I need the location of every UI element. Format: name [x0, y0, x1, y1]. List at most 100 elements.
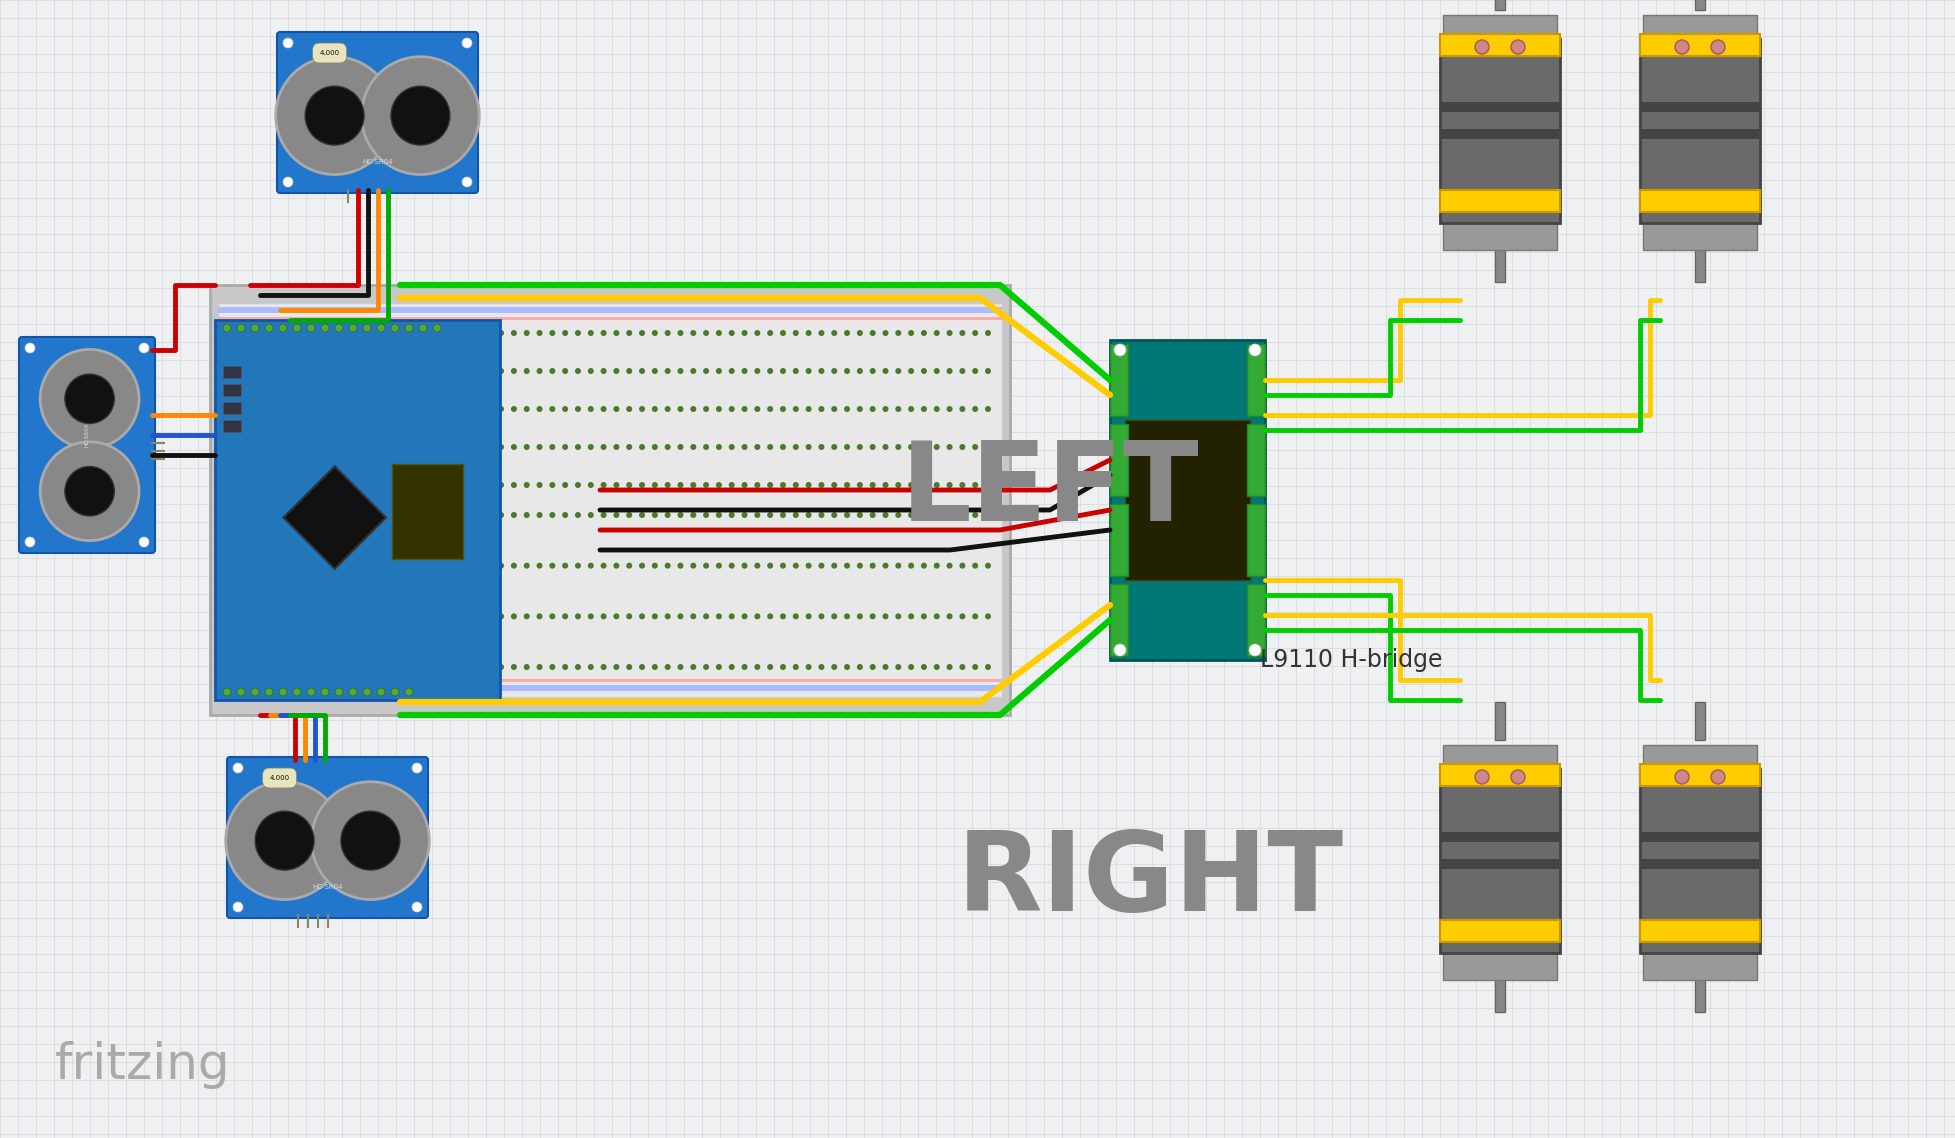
Circle shape: [305, 663, 311, 670]
Circle shape: [319, 613, 325, 619]
Circle shape: [895, 368, 901, 374]
Circle shape: [845, 444, 850, 450]
Circle shape: [870, 562, 876, 569]
Circle shape: [510, 444, 516, 450]
Circle shape: [741, 512, 747, 518]
Circle shape: [459, 663, 465, 670]
Circle shape: [780, 483, 786, 488]
Circle shape: [254, 562, 260, 569]
Circle shape: [242, 483, 248, 488]
Circle shape: [536, 663, 542, 670]
Circle shape: [418, 324, 426, 332]
Circle shape: [702, 512, 710, 518]
Circle shape: [780, 512, 786, 518]
Circle shape: [817, 613, 823, 619]
Circle shape: [805, 406, 811, 412]
Text: L9110 H-bridge: L9110 H-bridge: [1259, 648, 1441, 673]
Circle shape: [485, 483, 491, 488]
Circle shape: [716, 444, 721, 450]
Circle shape: [895, 613, 901, 619]
Circle shape: [702, 613, 710, 619]
Circle shape: [344, 444, 350, 450]
Circle shape: [330, 663, 338, 670]
Circle shape: [65, 374, 113, 423]
Circle shape: [268, 368, 274, 374]
Circle shape: [729, 512, 735, 518]
Circle shape: [369, 663, 375, 670]
Circle shape: [690, 483, 696, 488]
Circle shape: [549, 613, 555, 619]
Circle shape: [639, 512, 645, 518]
Circle shape: [639, 483, 645, 488]
Circle shape: [895, 444, 901, 450]
Circle shape: [358, 613, 364, 619]
Circle shape: [459, 483, 465, 488]
Circle shape: [702, 444, 710, 450]
Circle shape: [459, 444, 465, 450]
Circle shape: [305, 406, 311, 412]
Circle shape: [369, 330, 375, 336]
Circle shape: [65, 467, 113, 516]
Bar: [1108, 424, 1128, 496]
Circle shape: [223, 324, 231, 332]
Circle shape: [651, 512, 657, 518]
Circle shape: [845, 512, 850, 518]
Circle shape: [307, 324, 315, 332]
Circle shape: [358, 406, 364, 412]
Circle shape: [524, 613, 530, 619]
Circle shape: [972, 613, 978, 619]
Circle shape: [510, 368, 516, 374]
Circle shape: [364, 324, 371, 332]
Circle shape: [600, 406, 606, 412]
Circle shape: [369, 483, 375, 488]
Circle shape: [434, 406, 440, 412]
Circle shape: [831, 483, 837, 488]
Bar: [1443, 953, 1556, 980]
Circle shape: [409, 562, 414, 569]
Circle shape: [856, 368, 862, 374]
Circle shape: [237, 324, 244, 332]
Circle shape: [600, 663, 606, 670]
Circle shape: [524, 483, 530, 488]
Circle shape: [41, 349, 139, 448]
Circle shape: [334, 324, 342, 332]
Circle shape: [614, 512, 620, 518]
Circle shape: [446, 663, 454, 670]
Circle shape: [575, 368, 581, 374]
Circle shape: [766, 613, 772, 619]
Circle shape: [831, 444, 837, 450]
Circle shape: [665, 512, 671, 518]
Circle shape: [268, 613, 274, 619]
Circle shape: [293, 330, 299, 336]
Circle shape: [716, 483, 721, 488]
Circle shape: [755, 406, 760, 412]
Circle shape: [280, 613, 285, 619]
Circle shape: [485, 613, 491, 619]
Circle shape: [391, 688, 399, 696]
Circle shape: [921, 512, 927, 518]
Circle shape: [831, 562, 837, 569]
Bar: [217, 318, 1001, 320]
Circle shape: [766, 330, 772, 336]
Bar: [1638, 764, 1760, 786]
Circle shape: [755, 330, 760, 336]
Circle shape: [459, 406, 465, 412]
Circle shape: [358, 512, 364, 518]
Circle shape: [921, 406, 927, 412]
Circle shape: [473, 483, 479, 488]
Circle shape: [549, 562, 555, 569]
Bar: [1494, 972, 1503, 1012]
Circle shape: [524, 444, 530, 450]
Circle shape: [882, 368, 888, 374]
Circle shape: [561, 562, 567, 569]
Circle shape: [702, 663, 710, 670]
Circle shape: [549, 512, 555, 518]
Circle shape: [895, 406, 901, 412]
Circle shape: [702, 483, 710, 488]
Circle shape: [600, 512, 606, 518]
Circle shape: [600, 613, 606, 619]
Circle shape: [792, 444, 798, 450]
Circle shape: [434, 368, 440, 374]
Text: fritzing: fritzing: [55, 1041, 231, 1089]
Circle shape: [665, 444, 671, 450]
